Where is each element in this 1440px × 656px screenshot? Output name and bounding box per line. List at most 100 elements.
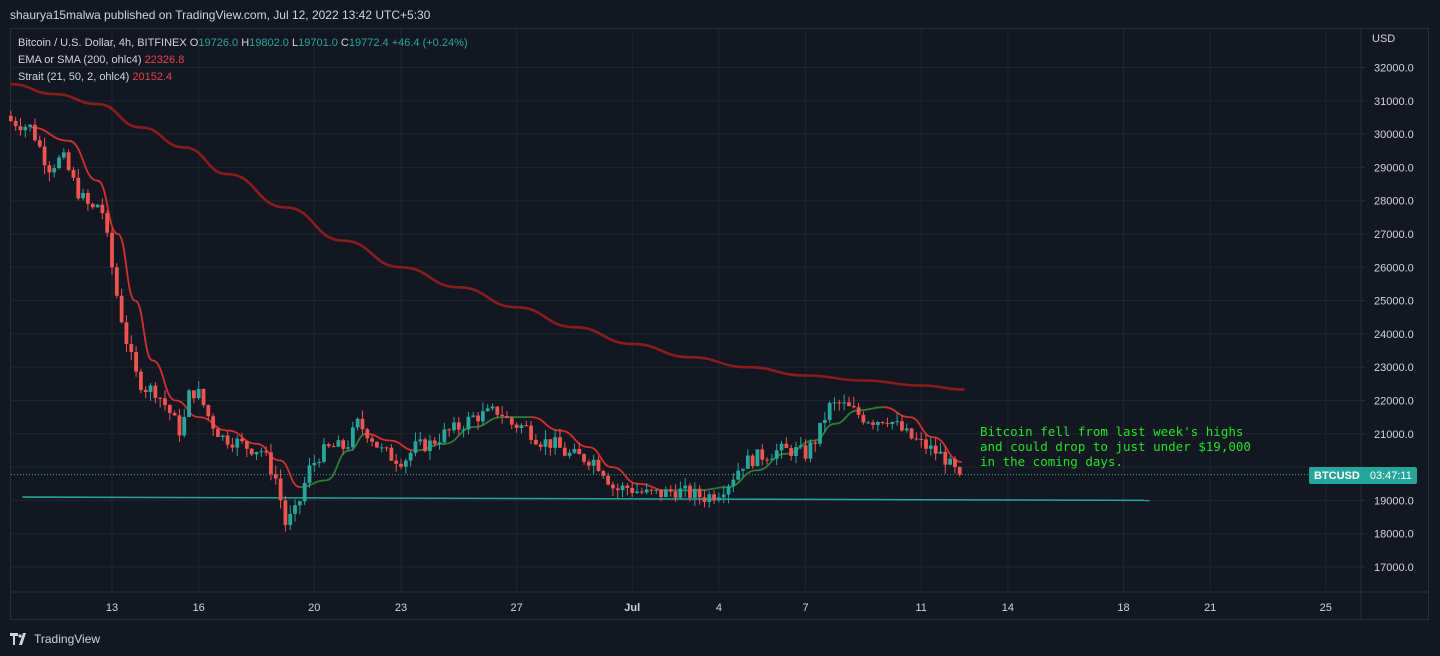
- candle-body: [928, 445, 933, 449]
- annotation-line-1: Bitcoin fell from last week's highs: [980, 424, 1244, 439]
- footer-bar: [0, 622, 1440, 656]
- candle-body: [818, 422, 822, 444]
- candle-body: [259, 451, 264, 453]
- candle-body: [322, 444, 326, 462]
- candle-body: [317, 461, 322, 463]
- candle-body: [509, 417, 514, 425]
- candle-body: [529, 425, 533, 440]
- candle-body: [403, 460, 408, 467]
- candle-body: [794, 447, 798, 456]
- candle-body: [943, 451, 948, 465]
- ma200-group: [10, 82, 965, 391]
- candle-body: [533, 439, 538, 445]
- candle-body: [586, 461, 591, 466]
- candle-body: [548, 439, 553, 448]
- legend-strait-row[interactable]: Strait (21, 50, 2, ohlc4) 20152.4: [18, 69, 468, 86]
- strait-line-segment: [834, 409, 858, 425]
- candle-body: [278, 478, 283, 501]
- candle-body: [639, 491, 644, 493]
- y-tick-label: 24000.0: [1374, 329, 1414, 341]
- candle-body: [273, 474, 278, 479]
- candle-body: [900, 421, 904, 431]
- candle-body: [678, 488, 683, 498]
- candle-body: [755, 449, 760, 467]
- strait-line-segment: [279, 459, 301, 488]
- strait-line-segment: [909, 416, 933, 438]
- strait-label: Strait (21, 50, 2, ohlc4): [18, 71, 130, 83]
- candle-body: [124, 322, 129, 345]
- candle-body: [837, 402, 842, 404]
- tradingview-logo[interactable]: TradingView: [10, 632, 100, 646]
- candle-body: [673, 491, 678, 498]
- candle-body: [688, 485, 692, 498]
- candle-body: [851, 406, 856, 408]
- candle-body: [8, 115, 13, 121]
- candle-body: [110, 232, 114, 268]
- candle-body: [100, 204, 105, 214]
- candle-body: [163, 398, 167, 406]
- strait-line-segment: [698, 486, 728, 492]
- candle-body: [471, 415, 476, 417]
- candle-body: [495, 406, 500, 415]
- candle-body: [288, 513, 293, 525]
- strait-line-segment: [473, 416, 503, 428]
- candle-body: [567, 452, 572, 456]
- candle-body: [76, 177, 81, 199]
- candle-body: [18, 126, 23, 131]
- candle-body: [216, 428, 220, 438]
- candle-body: [885, 423, 890, 425]
- candle-body: [827, 402, 832, 420]
- candle-body: [726, 486, 731, 495]
- badge-symbol: BTCUSD: [1314, 469, 1360, 482]
- candle-body: [235, 438, 240, 448]
- candle-body: [664, 489, 668, 497]
- legend-symbol-row[interactable]: Bitcoin / U.S. Dollar, 4h, BITFINEX O197…: [18, 35, 468, 52]
- candle-body: [81, 192, 85, 199]
- candle-body: [47, 165, 52, 173]
- candle-body: [365, 429, 370, 439]
- candle-body: [269, 452, 273, 475]
- candle-body: [904, 428, 909, 431]
- strait-line-segment: [68, 139, 98, 182]
- strait-line-segment: [389, 439, 416, 452]
- strait-group: [31, 126, 962, 492]
- y-tick-label: 28000.0: [1374, 196, 1414, 208]
- candle-body: [37, 140, 42, 147]
- candle-body: [423, 439, 427, 452]
- strait-line-segment: [97, 179, 119, 235]
- strait-line-segment: [116, 233, 136, 302]
- chart-legend: Bitcoin / U.S. Dollar, 4h, BITFINEX O197…: [18, 35, 468, 86]
- candle-body: [514, 424, 519, 429]
- open-value: 19726.0: [198, 37, 239, 49]
- support-line-group: [22, 496, 1150, 502]
- candle-body: [341, 440, 346, 449]
- candle-body: [784, 443, 789, 448]
- candle-body: [519, 425, 524, 429]
- legend-ema-row[interactable]: EMA or SMA (200, ohlc4) 22326.8: [18, 52, 468, 69]
- strait-line-segment: [366, 432, 390, 442]
- candle-body: [620, 485, 625, 491]
- candle-body: [577, 449, 582, 455]
- candle-body: [225, 435, 230, 445]
- candle-body: [760, 449, 765, 460]
- candle-body: [119, 295, 124, 323]
- annotation-line-2: and could drop to just under $19,000: [980, 439, 1251, 454]
- low-value: 19701.0: [298, 37, 338, 49]
- candle-body: [350, 427, 355, 448]
- strait-line-segment: [637, 482, 667, 492]
- candle-body: [331, 446, 336, 448]
- y-tick-label: 21000.0: [1374, 429, 1414, 441]
- candle-body: [413, 441, 418, 453]
- y-tick-label: 18000.0: [1374, 529, 1414, 541]
- candle-body: [220, 435, 225, 438]
- candle-body: [264, 451, 269, 453]
- y-tick-label: 29000.0: [1374, 162, 1414, 174]
- badge-countdown: 03:47:11: [1369, 469, 1412, 482]
- strait-line-segment: [530, 416, 561, 432]
- candle-body: [798, 445, 803, 448]
- candle-body: [42, 146, 47, 166]
- candle-body: [90, 203, 95, 208]
- candle-body: [172, 412, 177, 416]
- candle-body: [476, 415, 480, 422]
